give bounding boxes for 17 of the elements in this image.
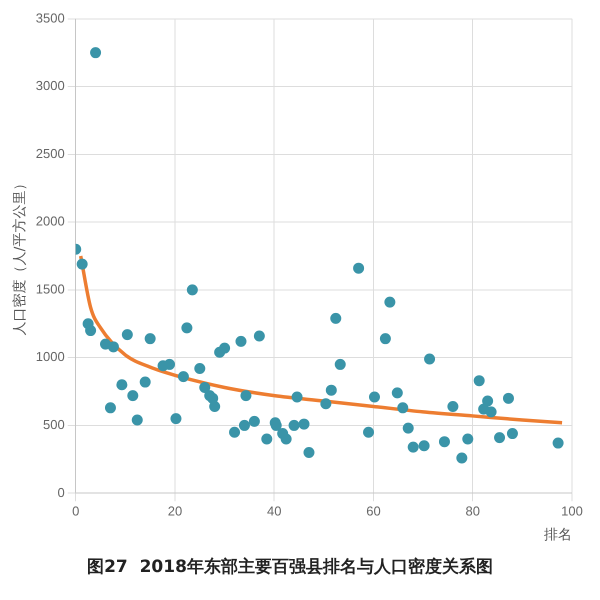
y-tick-label: 2500 [36,146,65,161]
y-tick-label: 3500 [36,10,65,26]
y-axis-title: 人口密度（人/平方公里） [12,176,28,336]
y-tick-label: 1000 [36,349,65,364]
x-tick-label: 0 [72,504,80,519]
y-tick-label: 0 [57,484,65,500]
text: 图27 2018年东部主要百强县排名与人口密度关系图 [87,557,493,578]
x-tick-label: 60 [366,504,381,519]
x-tick-label: 20 [168,504,182,519]
x-axis-title: 排名 [544,526,572,543]
x-tick-label: 100 [561,504,583,519]
y-tick-label: 1500 [36,281,65,296]
y-tick-label: 3000 [36,78,65,94]
y-tick-label: 500 [43,417,65,432]
x-tick-label: 80 [466,504,480,519]
x-tick-label: 40 [267,504,282,519]
y-tick-label: 2000 [36,214,65,229]
